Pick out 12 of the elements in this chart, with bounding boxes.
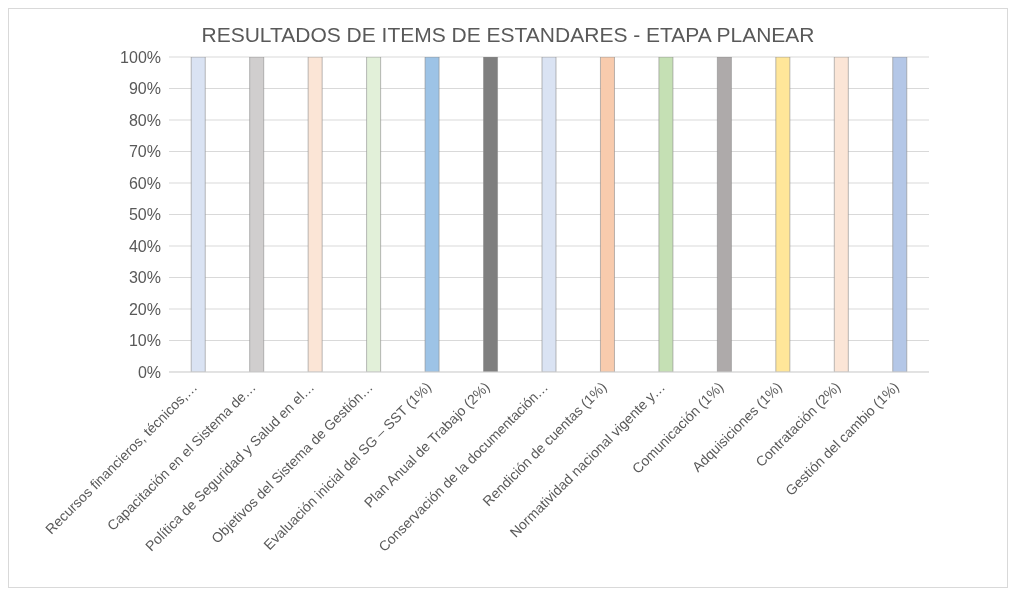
- y-tick-label: 10%: [128, 332, 161, 350]
- y-tick-label: 70%: [128, 143, 161, 161]
- y-tick-label: 60%: [128, 174, 161, 192]
- y-tick-label: 40%: [128, 237, 161, 255]
- y-tick-label: 30%: [128, 269, 161, 287]
- y-tick-label: 0%: [137, 363, 161, 381]
- y-tick-label: 90%: [128, 80, 161, 98]
- y-tick-label: 20%: [128, 300, 161, 318]
- y-tick-label: 50%: [128, 206, 161, 224]
- y-tick-label: 100%: [120, 48, 161, 66]
- chart-title: RESULTADOS DE ITEMS DE ESTANDARES - ETAPA PLANEAR: [200, 22, 816, 47]
- y-tick-label: 80%: [128, 111, 161, 129]
